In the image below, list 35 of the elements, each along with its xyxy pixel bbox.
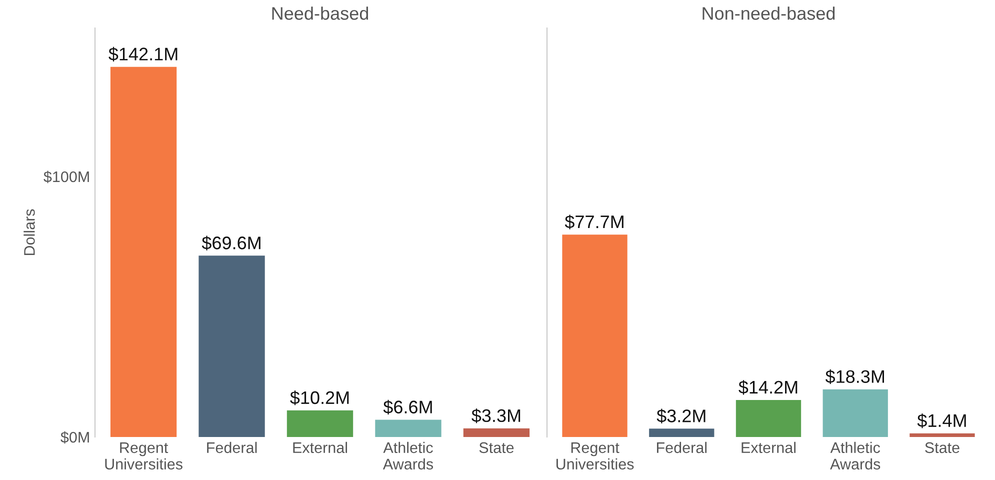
- bar: [910, 433, 975, 437]
- bar: [463, 428, 530, 437]
- x-tick-label: Athletic Awards: [382, 442, 434, 470]
- x-tick-label: Athletic Awards: [830, 442, 880, 470]
- y-tick-label: $100M: [44, 170, 89, 184]
- x-tick-label: State: [925, 442, 960, 454]
- bar: [286, 410, 354, 437]
- y-axis-title: Dollars: [24, 209, 35, 256]
- data-label: $1.4M: [917, 413, 966, 428]
- bar: [649, 428, 714, 437]
- x-tick-label: Regent Universities: [105, 442, 182, 470]
- x-tick-label: Federal: [207, 442, 257, 454]
- y-tick-label: $0M: [60, 431, 89, 444]
- chart-title: Need-based: [272, 6, 368, 20]
- x-tick-label: External: [742, 442, 796, 454]
- data-label: $77.7M: [564, 214, 624, 230]
- x-tick-label: Federal: [656, 442, 707, 454]
- data-label: $18.3M: [825, 369, 884, 384]
- x-tick-label: State: [479, 442, 514, 454]
- bar: [110, 66, 177, 437]
- bar: [375, 420, 442, 437]
- data-label: $142.1M: [108, 46, 178, 62]
- data-label: $69.6M: [202, 236, 260, 250]
- data-label: $10.2M: [290, 390, 349, 406]
- data-label: $3.3M: [472, 408, 520, 424]
- chart-title: Non-need-based: [702, 6, 835, 20]
- bar: [736, 400, 802, 437]
- bar: [198, 256, 265, 437]
- data-label: $6.6M: [383, 400, 432, 415]
- data-label: $3.2M: [656, 408, 706, 424]
- data-label: $14.2M: [738, 380, 798, 395]
- x-tick-label: Regent Universities: [556, 442, 634, 470]
- bar: [562, 234, 628, 437]
- bar: [822, 389, 888, 437]
- x-tick-label: External: [293, 442, 348, 454]
